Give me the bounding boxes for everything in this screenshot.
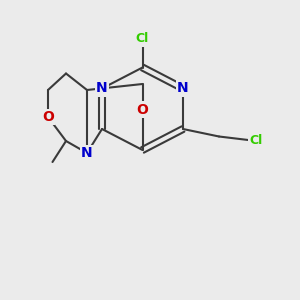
Text: N: N bbox=[177, 82, 189, 95]
Text: N: N bbox=[96, 82, 108, 95]
Text: N: N bbox=[81, 146, 93, 160]
Text: O: O bbox=[42, 110, 54, 124]
Text: Cl: Cl bbox=[136, 32, 149, 46]
Text: O: O bbox=[136, 103, 148, 116]
Text: Cl: Cl bbox=[250, 134, 263, 148]
